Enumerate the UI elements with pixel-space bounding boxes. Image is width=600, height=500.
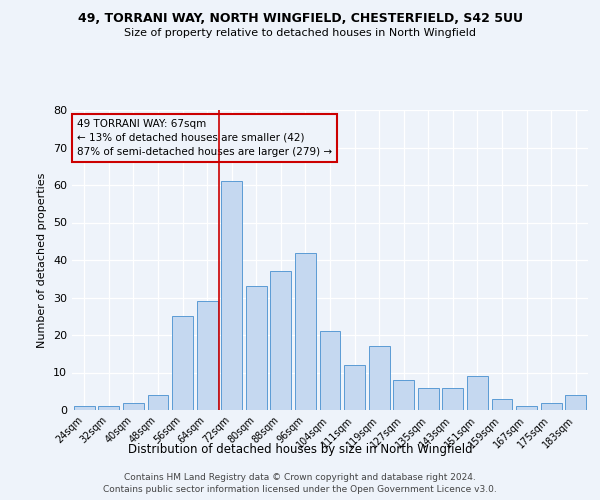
Bar xyxy=(74,406,95,410)
Bar xyxy=(541,402,562,410)
Text: 49, TORRANI WAY, NORTH WINGFIELD, CHESTERFIELD, S42 5UU: 49, TORRANI WAY, NORTH WINGFIELD, CHESTE… xyxy=(77,12,523,26)
Bar xyxy=(295,252,316,410)
Bar xyxy=(565,395,586,410)
Bar xyxy=(246,286,267,410)
Text: Distribution of detached houses by size in North Wingfield: Distribution of detached houses by size … xyxy=(128,442,472,456)
Bar xyxy=(368,346,389,410)
Bar xyxy=(418,388,439,410)
Y-axis label: Number of detached properties: Number of detached properties xyxy=(37,172,47,348)
Text: Contains public sector information licensed under the Open Government Licence v3: Contains public sector information licen… xyxy=(103,485,497,494)
Text: Size of property relative to detached houses in North Wingfield: Size of property relative to detached ho… xyxy=(124,28,476,38)
Bar xyxy=(197,301,218,410)
Text: Contains HM Land Registry data © Crown copyright and database right 2024.: Contains HM Land Registry data © Crown c… xyxy=(124,472,476,482)
Bar xyxy=(442,388,463,410)
Bar xyxy=(320,331,340,410)
Bar xyxy=(221,181,242,410)
Bar xyxy=(344,365,365,410)
Bar xyxy=(491,399,512,410)
Bar xyxy=(172,316,193,410)
Bar xyxy=(148,395,169,410)
Bar xyxy=(123,402,144,410)
Bar xyxy=(516,406,537,410)
Text: 49 TORRANI WAY: 67sqm
← 13% of detached houses are smaller (42)
87% of semi-deta: 49 TORRANI WAY: 67sqm ← 13% of detached … xyxy=(77,119,332,157)
Bar xyxy=(393,380,414,410)
Bar xyxy=(467,376,488,410)
Bar xyxy=(271,271,292,410)
Bar xyxy=(98,406,119,410)
